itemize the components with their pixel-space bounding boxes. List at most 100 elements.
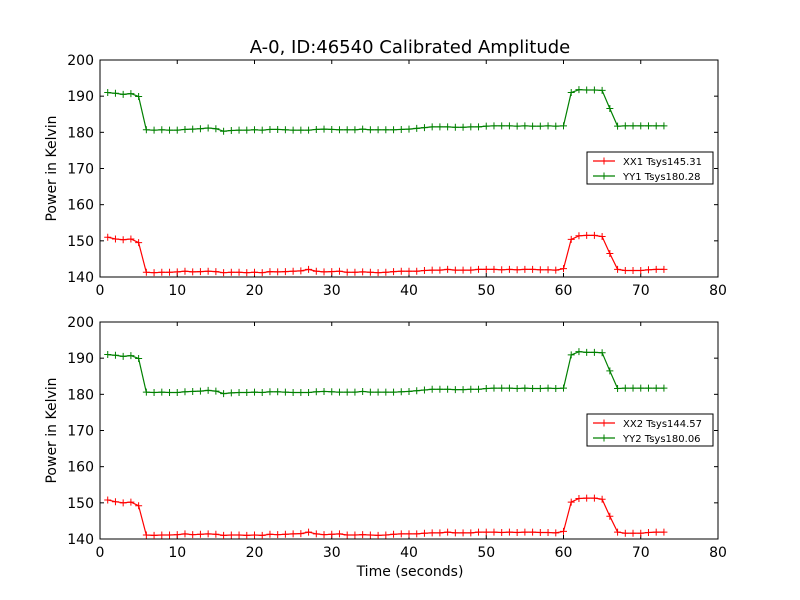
data-point bbox=[258, 389, 266, 397]
data-point bbox=[428, 266, 436, 274]
data-point bbox=[382, 268, 390, 276]
data-point bbox=[258, 126, 266, 134]
data-point bbox=[621, 266, 629, 274]
data-point bbox=[374, 531, 382, 539]
data-point bbox=[289, 389, 297, 397]
y-tick-label: 150 bbox=[67, 234, 94, 250]
data-point bbox=[552, 266, 560, 274]
data-point bbox=[575, 86, 583, 94]
data-point bbox=[135, 93, 143, 101]
data-point bbox=[119, 236, 127, 244]
data-point bbox=[150, 269, 158, 277]
data-point bbox=[312, 530, 320, 538]
data-point bbox=[413, 387, 421, 395]
legend-entry-label: YY2 Tsys180.06 bbox=[622, 434, 701, 445]
data-point bbox=[281, 530, 289, 538]
data-point bbox=[281, 268, 289, 276]
data-point bbox=[274, 125, 282, 133]
data-point bbox=[220, 269, 228, 277]
data-point bbox=[196, 530, 204, 538]
data-point bbox=[482, 265, 490, 273]
data-point bbox=[181, 125, 189, 133]
x-tick-label: 70 bbox=[632, 545, 650, 561]
data-point bbox=[251, 268, 258, 276]
data-point bbox=[459, 123, 467, 131]
data-point bbox=[405, 530, 413, 538]
data-point bbox=[374, 269, 382, 277]
data-point bbox=[166, 126, 174, 134]
data-point bbox=[420, 386, 428, 394]
data-point bbox=[243, 531, 251, 539]
data-point bbox=[505, 528, 513, 536]
data-point bbox=[266, 125, 274, 133]
data-point bbox=[111, 235, 119, 243]
data-point bbox=[135, 502, 143, 510]
data-point bbox=[505, 122, 513, 130]
data-point bbox=[328, 268, 336, 276]
data-point bbox=[351, 388, 359, 396]
data-point bbox=[220, 127, 228, 135]
data-point bbox=[590, 231, 598, 239]
data-point bbox=[660, 122, 668, 130]
data-point bbox=[227, 268, 235, 276]
data-point bbox=[397, 125, 405, 133]
chart-title: A-0, ID:46540 Calibrated Amplitude bbox=[250, 37, 571, 58]
data-point bbox=[652, 265, 660, 273]
data-point bbox=[498, 528, 506, 536]
data-point bbox=[644, 266, 652, 274]
data-point bbox=[312, 267, 320, 275]
data-point bbox=[444, 123, 452, 131]
data-point bbox=[181, 530, 189, 538]
data-point bbox=[397, 388, 405, 396]
data-point bbox=[204, 267, 212, 275]
data-point bbox=[598, 495, 606, 503]
data-point bbox=[652, 384, 660, 392]
legend-box bbox=[586, 413, 714, 447]
data-point bbox=[359, 531, 367, 539]
data-point bbox=[196, 387, 204, 395]
data-point bbox=[305, 389, 313, 397]
data-point bbox=[475, 385, 483, 393]
data-point bbox=[135, 239, 143, 247]
data-point bbox=[212, 268, 220, 276]
y-tick-label: 150 bbox=[67, 496, 94, 512]
data-point bbox=[312, 388, 320, 396]
data-point bbox=[382, 126, 390, 134]
data-point bbox=[119, 499, 127, 507]
data-point bbox=[359, 268, 367, 276]
data-point bbox=[343, 268, 351, 276]
data-point bbox=[614, 385, 622, 393]
data-point bbox=[227, 127, 235, 135]
data-point bbox=[614, 265, 622, 273]
data-point bbox=[111, 351, 119, 359]
data-point bbox=[251, 388, 258, 396]
data-point bbox=[382, 388, 390, 396]
data-point bbox=[119, 90, 127, 98]
data-point bbox=[644, 122, 652, 130]
data-point bbox=[482, 385, 490, 393]
data-point bbox=[490, 265, 498, 273]
x-tick-label: 50 bbox=[477, 545, 495, 561]
data-point bbox=[274, 531, 282, 539]
y-tick-label: 170 bbox=[67, 162, 94, 178]
data-point bbox=[498, 384, 506, 392]
data-point bbox=[428, 123, 436, 131]
data-point bbox=[544, 384, 552, 392]
y-tick-label: 200 bbox=[67, 315, 94, 331]
data-point bbox=[498, 266, 506, 274]
data-point bbox=[652, 122, 660, 130]
data-point bbox=[104, 351, 112, 359]
data-point bbox=[521, 384, 529, 392]
data-point bbox=[335, 126, 343, 134]
data-point bbox=[513, 266, 521, 274]
data-point bbox=[150, 389, 158, 397]
data-point bbox=[583, 231, 591, 239]
data-point bbox=[598, 349, 606, 357]
data-point bbox=[289, 267, 297, 275]
data-point bbox=[467, 266, 475, 274]
data-point bbox=[614, 528, 622, 536]
data-point bbox=[204, 124, 212, 132]
data-point bbox=[560, 527, 567, 535]
data-point bbox=[150, 531, 158, 539]
